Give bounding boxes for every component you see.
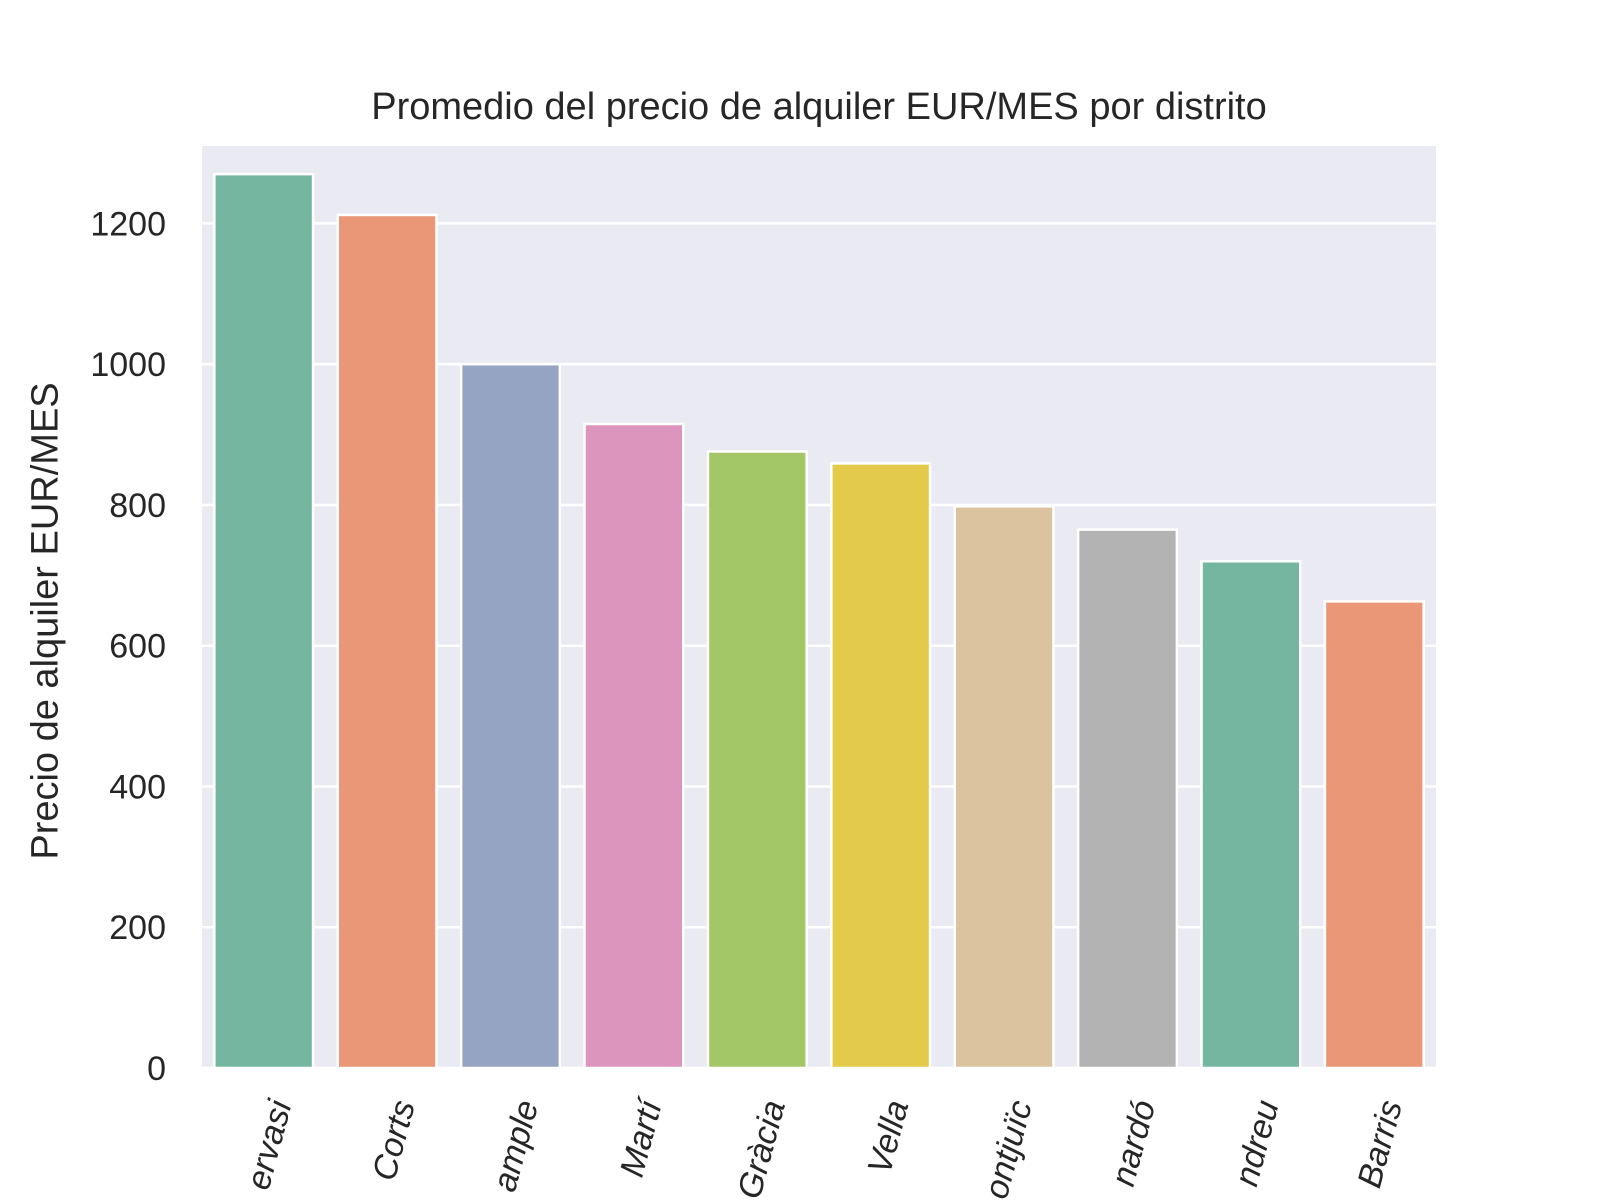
x-axis-ticks: ervasi Corts ample Martí Gràcia Vella ontjuïc n… [239,1093,1410,1200]
x-tick-label: Gràcia [730,1096,793,1200]
x-tick-label: ontjuïc [977,1096,1040,1200]
x-tick-label: ervasi [239,1095,300,1194]
x-tick-label: Corts [365,1096,423,1184]
chart-title: Promedio del precio de alquiler EUR/MES … [371,86,1267,128]
x-tick-label: nardó [1104,1096,1163,1190]
bar-2 [459,362,562,1070]
bar-4 [706,450,808,1070]
y-tick-label: 1000 [90,346,166,384]
x-tick-label: ample [486,1096,547,1195]
y-tick-label: 600 [109,628,166,666]
y-tick-label: 800 [109,487,166,525]
y-axis-ticks: 0 200 400 600 800 1000 1200 [90,205,166,1088]
bar-1 [336,213,438,1070]
y-tick-label: 400 [109,768,166,806]
x-tick-label: Barris [1350,1096,1410,1192]
bar-3 [583,422,685,1070]
y-tick-label: 200 [109,909,166,947]
y-axis-label: Precio de alquiler EUR/MES [24,382,67,860]
bar-0 [213,172,315,1070]
bars [213,172,1425,1070]
bar-7 [1076,528,1179,1070]
x-tick-label: ndreu [1227,1096,1286,1190]
x-tick-label: Vella [860,1096,916,1178]
bar-9 [1323,600,1425,1070]
y-tick-label: 0 [147,1050,166,1088]
bar-8 [1200,560,1302,1070]
y-tick-label: 1200 [90,205,166,243]
x-tick-label: Martí [613,1093,671,1181]
bar-5 [830,462,932,1070]
bar-6 [953,505,1055,1070]
